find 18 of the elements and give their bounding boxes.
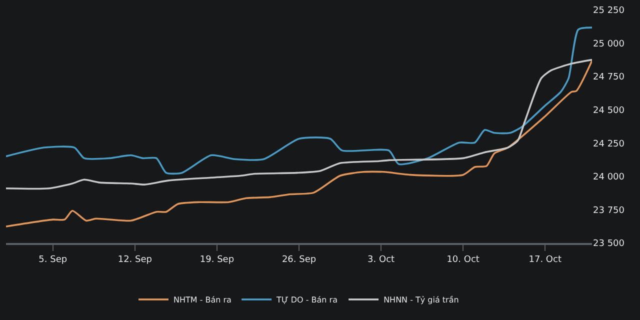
x-tick-label: 10. Oct — [446, 254, 480, 265]
x-tick-label: 17. Oct — [528, 254, 562, 265]
legend-label: NHNN - Tỷ giá trần — [384, 296, 459, 305]
y-tick-label: 24 750 — [593, 72, 625, 83]
x-tick-label: 5. Sep — [38, 254, 68, 265]
x-tick-label: 3. Oct — [368, 254, 396, 265]
y-tick-label: 24 000 — [593, 172, 625, 183]
y-tick-label: 23 500 — [593, 239, 625, 250]
x-tick-label: 19. Sep — [200, 254, 234, 265]
legend-label: NHTM - Bán ra — [174, 296, 232, 305]
y-tick-label: 24 250 — [593, 139, 625, 150]
legend-label: TỰ DO - Bán ra — [276, 296, 338, 305]
y-tick-label: 25 250 — [593, 6, 625, 16]
x-tick-label: 12. Sep — [118, 254, 152, 265]
y-tick-label: 23 750 — [593, 206, 625, 216]
y-tick-label: 24 500 — [593, 106, 625, 116]
x-tick-label: 26. Sep — [282, 254, 316, 265]
y-tick-label: 25 000 — [593, 39, 625, 50]
